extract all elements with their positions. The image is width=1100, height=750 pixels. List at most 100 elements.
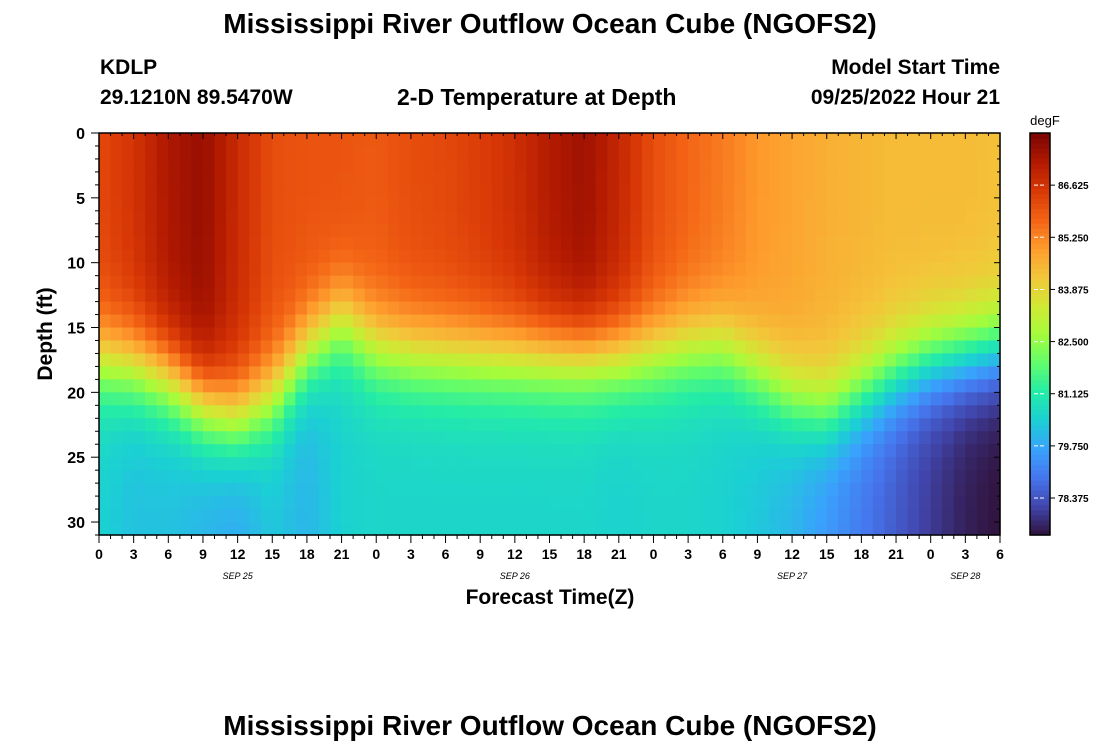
heatmap-cell	[734, 314, 747, 329]
heatmap-cell	[468, 301, 481, 316]
heatmap-cell	[884, 418, 897, 432]
heatmap-cell	[803, 522, 816, 536]
heatmap-cell	[191, 314, 204, 329]
heatmap-cell	[815, 483, 828, 497]
heatmap-cell	[122, 184, 135, 199]
colorbar-segment	[1030, 253, 1050, 260]
heatmap-cell	[815, 444, 828, 458]
heatmap-cell	[607, 184, 620, 199]
heatmap-cell	[572, 314, 585, 329]
heatmap-cell	[826, 444, 839, 458]
heatmap-cell	[757, 418, 770, 432]
heatmap-cell	[907, 158, 920, 173]
colorbar-segment	[1030, 474, 1050, 481]
heatmap-cell	[168, 171, 181, 186]
heatmap-cell	[803, 470, 816, 484]
heatmap-cell	[653, 522, 666, 536]
heatmap-cell	[676, 457, 689, 471]
heatmap-cell	[283, 392, 296, 406]
heatmap-cell	[99, 483, 112, 497]
heatmap-cell	[792, 197, 805, 212]
heatmap-cell	[330, 158, 343, 173]
heatmap-cell	[907, 431, 920, 445]
heatmap-cell	[780, 431, 793, 445]
heatmap-cell	[503, 392, 516, 406]
heatmap-cell	[734, 470, 747, 484]
heatmap-cell	[572, 353, 585, 368]
heatmap-cell	[792, 509, 805, 523]
heatmap-cell	[237, 223, 250, 238]
heatmap-cell	[861, 483, 874, 497]
heatmap-cell	[838, 301, 851, 316]
heatmap-cell	[537, 288, 551, 303]
heatmap-cell	[826, 223, 839, 238]
heatmap-cell	[780, 275, 793, 290]
heatmap-cell	[306, 327, 320, 342]
colorbar-segment	[1030, 303, 1050, 310]
heatmap-cell	[341, 379, 354, 393]
heatmap-cell	[226, 262, 239, 277]
heatmap-cell	[318, 275, 331, 290]
heatmap-cell	[445, 418, 458, 432]
heatmap-cell	[930, 158, 943, 173]
heatmap-cell	[595, 210, 608, 225]
heatmap-cell	[572, 249, 585, 264]
heatmap-cell	[156, 184, 169, 199]
heatmap-cell	[433, 197, 447, 212]
heatmap-cell	[930, 483, 943, 497]
colorbar-segment	[1030, 434, 1050, 441]
heatmap-cell	[168, 483, 181, 497]
heatmap-cell	[630, 288, 643, 303]
heatmap-cell	[226, 210, 239, 225]
heatmap-cell	[457, 184, 470, 199]
heatmap-cell	[537, 210, 551, 225]
heatmap-cell	[202, 236, 216, 251]
heatmap-cell	[491, 262, 504, 277]
heatmap-cell	[318, 158, 331, 173]
heatmap-cell	[399, 522, 412, 536]
colorbar-segment	[1030, 404, 1050, 410]
heatmap-cell	[988, 236, 1001, 251]
heatmap-cell	[849, 197, 862, 212]
heatmap-cell	[191, 405, 204, 419]
heatmap-cell	[457, 249, 470, 264]
heatmap-cell	[815, 184, 828, 199]
heatmap-cell	[133, 457, 146, 471]
x-date-label: SEP 27	[777, 571, 808, 581]
heatmap-cell	[503, 133, 516, 147]
heatmap-cell	[953, 275, 966, 290]
heatmap-cell	[815, 158, 828, 173]
heatmap-cell	[133, 197, 146, 212]
heatmap-cell	[676, 444, 689, 458]
heatmap-cell	[514, 327, 527, 342]
heatmap-cell	[549, 444, 562, 458]
heatmap-cell	[260, 184, 273, 199]
heatmap-cell	[156, 262, 169, 277]
heatmap-cell	[930, 171, 943, 186]
heatmap-cell	[653, 353, 666, 368]
heatmap-cell	[99, 405, 112, 419]
heatmap-cell	[133, 301, 146, 316]
heatmap-cell	[768, 133, 782, 147]
heatmap-cell	[156, 431, 169, 445]
heatmap-cell	[168, 184, 181, 199]
heatmap-cell	[283, 340, 296, 355]
heatmap-cell	[884, 379, 897, 393]
heatmap-cell	[792, 353, 805, 368]
heatmap-cell	[341, 275, 354, 290]
heatmap-cell	[768, 314, 782, 329]
heatmap-cell	[133, 262, 146, 277]
heatmap-cell	[110, 249, 123, 264]
heatmap-cell	[976, 431, 990, 445]
heatmap-cell	[468, 444, 481, 458]
heatmap-cell	[122, 249, 135, 264]
heatmap-cell	[780, 340, 793, 355]
heatmap-cell	[387, 210, 400, 225]
heatmap-cell	[630, 418, 643, 432]
colorbar-segment	[1030, 514, 1050, 521]
heatmap-cell	[953, 431, 966, 445]
heatmap-cell	[607, 275, 620, 290]
heatmap-cell	[942, 522, 955, 536]
heatmap-cell	[410, 522, 424, 536]
heatmap-cell	[503, 197, 516, 212]
